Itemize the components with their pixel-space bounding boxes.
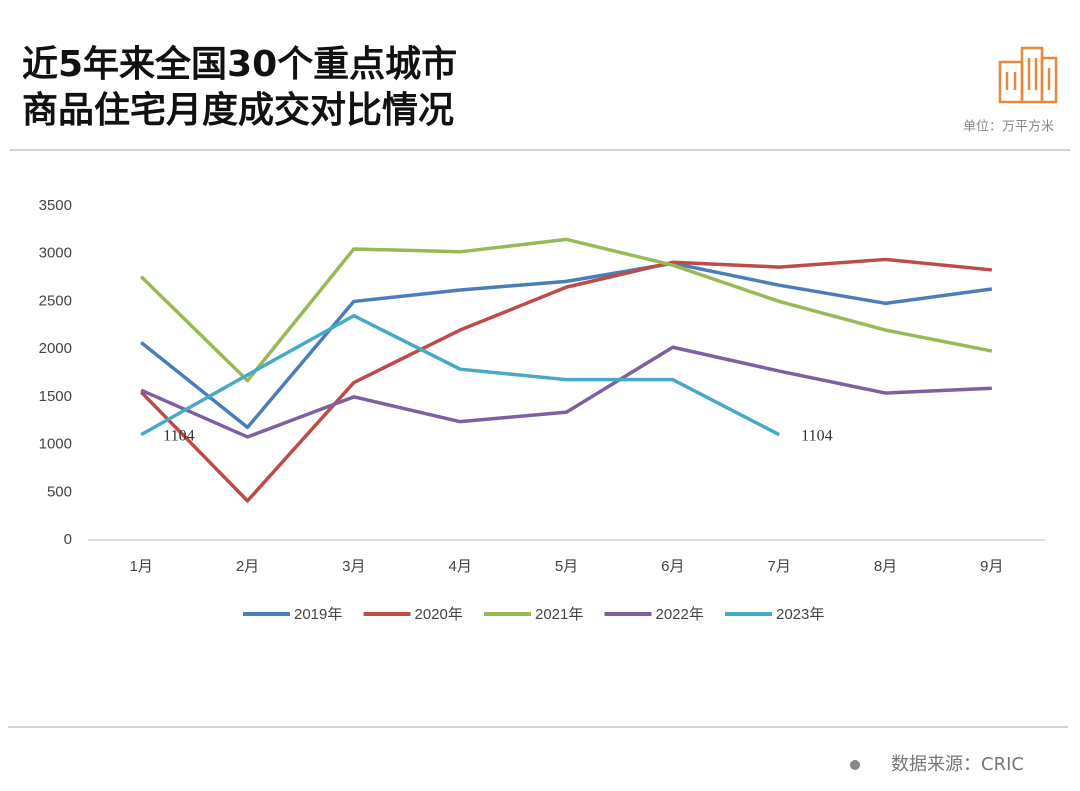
x-tick-label: 6月 bbox=[661, 558, 684, 575]
bullet bbox=[850, 760, 860, 770]
series-line bbox=[140, 261, 993, 430]
data-label: 1104 bbox=[801, 427, 832, 444]
legend-label: 2021年 bbox=[535, 606, 583, 623]
legend-label: 2020年 bbox=[415, 606, 463, 623]
x-tick-label: 2月 bbox=[236, 558, 259, 575]
x-tick-label: 4月 bbox=[448, 558, 471, 575]
y-tick-label: 2000 bbox=[39, 340, 72, 357]
series-line bbox=[139, 257, 993, 503]
x-tick-label: 8月 bbox=[874, 558, 897, 575]
x-tick-label: 7月 bbox=[767, 558, 790, 575]
legend-label: 2022年 bbox=[656, 606, 704, 623]
data-label: 1104 bbox=[163, 427, 194, 444]
title-line: 商品住宅月度成交对比情况 bbox=[22, 89, 454, 131]
x-tick-label: 9月 bbox=[980, 558, 1003, 575]
y-tick-label: 3000 bbox=[39, 245, 72, 262]
x-tick-label: 5月 bbox=[555, 558, 578, 575]
building-icon bbox=[998, 46, 1058, 104]
x-tick-label: 1月 bbox=[129, 558, 152, 575]
y-tick-label: 0 bbox=[64, 531, 72, 548]
series-line bbox=[140, 345, 992, 439]
y-tick-label: 1000 bbox=[39, 436, 72, 453]
title-line: 近5年来全国30个重点城市 bbox=[22, 43, 457, 85]
series-line bbox=[140, 313, 780, 437]
y-tick-label: 500 bbox=[47, 483, 72, 500]
source: 数据来源：CRIC bbox=[891, 754, 1024, 775]
legend-label: 2019年 bbox=[294, 606, 342, 623]
y-tick-label: 3500 bbox=[39, 197, 72, 214]
x-tick-label: 3月 bbox=[342, 558, 365, 575]
series-line bbox=[139, 237, 993, 383]
unit: 单位：万平方米 bbox=[963, 119, 1054, 135]
y-tick-label: 1500 bbox=[39, 388, 72, 405]
y-tick-label: 2500 bbox=[39, 292, 72, 309]
legend-label: 2023年 bbox=[776, 606, 824, 623]
